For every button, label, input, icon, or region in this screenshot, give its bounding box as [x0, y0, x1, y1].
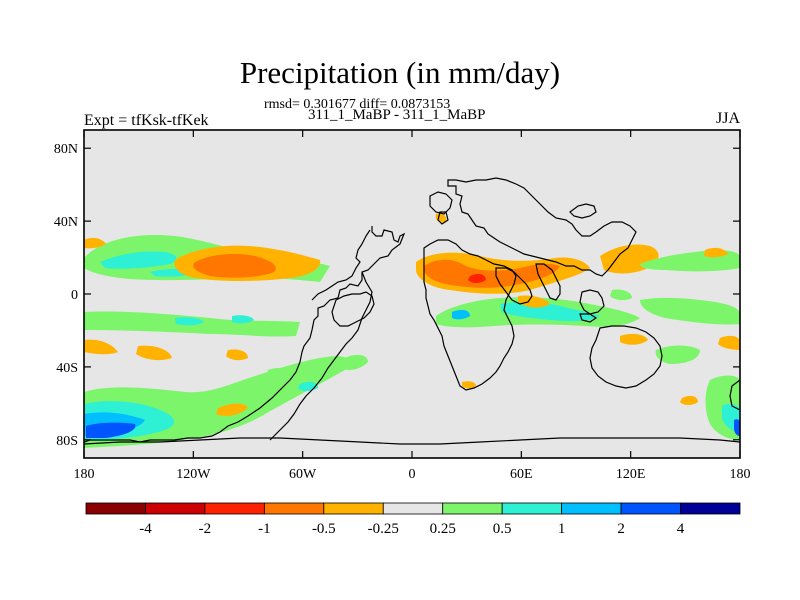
colorbar-swatch: [501, 502, 563, 515]
rmsd-diff-stats: rmsd= 0.301677 diff= 0.0873153: [264, 97, 451, 112]
arabia-outline: [495, 267, 533, 305]
colorbar-swatch: [145, 502, 206, 515]
x-tick-label: 0: [409, 467, 416, 482]
colorbar-swatch: [680, 502, 741, 515]
antarctica-outline: [84, 437, 740, 445]
contour-cyan: [100, 251, 177, 269]
europe-asia-outline: [447, 177, 637, 277]
contour-green: [266, 367, 294, 379]
australia-outline: [589, 325, 663, 389]
contour-cyan: [175, 317, 204, 326]
japan-outline: [569, 203, 597, 219]
chart-title: Precipitation (in mm/day): [239, 55, 561, 90]
colorbar-swatch: [620, 502, 681, 515]
contour-red: [468, 273, 486, 283]
x-tick-label: 120E: [616, 467, 646, 482]
y-tick-label: 80S: [56, 434, 78, 449]
greenland-outline: [429, 191, 453, 215]
colorbar-swatch: [323, 502, 384, 515]
contour-green: [640, 297, 740, 325]
colorbar-label: 0.5: [493, 521, 512, 537]
contour-orange: [462, 381, 476, 389]
x-tick-label: 60W: [289, 467, 317, 482]
contour-orange: [680, 395, 698, 405]
colorbar-label: 4: [677, 521, 685, 537]
colorbar-label: -4: [139, 521, 152, 537]
maritime-continent-outline: [579, 289, 605, 315]
contour-orange: [518, 295, 550, 308]
contour-dark-orange: [193, 254, 276, 278]
colorbar-label: 0.25: [430, 521, 456, 537]
colorbar-label: -1: [258, 521, 271, 537]
americas-outline: [84, 226, 406, 443]
y-tick-label: 40N: [54, 215, 78, 230]
contour-cyan: [500, 301, 600, 322]
contour-green: [655, 345, 700, 364]
x-tick-label: 60E: [510, 467, 533, 482]
contour-orange: [216, 403, 248, 416]
contour-orange: [620, 333, 648, 345]
pacific-island-outline: [729, 379, 740, 411]
y-tick-label: 40S: [56, 361, 78, 376]
contour-orange: [226, 349, 248, 361]
colorbar-swatch: [204, 502, 265, 515]
contour-blue: [734, 419, 740, 436]
precipitation-field: [84, 213, 740, 448]
contour-green: [340, 354, 368, 370]
colorbar-swatch: [561, 502, 622, 515]
colorbar-swatch: [382, 502, 444, 515]
colorbar-label: -0.5: [312, 521, 336, 537]
contour-orange: [136, 345, 172, 361]
contour-orange: [84, 339, 118, 355]
colorbar: -4 -2 -1 -0.5 -0.25 0.25 0.5 1 2 4: [85, 502, 741, 537]
indonesia-outline: [579, 313, 598, 323]
experiment-label: Expt = tfKsk-tfKek: [84, 112, 209, 129]
colorbar-swatch: [263, 502, 325, 515]
colorbar-label: -2: [199, 521, 212, 537]
colorbar-label: 2: [617, 521, 625, 537]
colorbar-label: 1: [558, 521, 566, 537]
contour-blue: [452, 309, 470, 320]
contour-orange: [704, 247, 728, 258]
axes: 180 120W 60W 0 60E 120E 180 80N 40N 0 40S 80S: [54, 130, 751, 482]
contour-orange: [718, 335, 740, 350]
india-outline: [535, 263, 561, 301]
colorbar-swatch: [85, 502, 146, 515]
x-tick-label: 180: [730, 467, 751, 482]
x-tick-label: 120W: [176, 467, 211, 482]
africa-outline: [423, 239, 517, 391]
case-label: 311_1_MaBP - 311_1_MaBP: [308, 107, 486, 123]
contour-dark-orange: [423, 259, 560, 288]
contour-orange: [84, 237, 106, 249]
x-tick-label: 180: [74, 467, 95, 482]
contour-deep-blue: [86, 422, 136, 438]
contour-green: [610, 289, 632, 301]
uk-outline: [437, 211, 449, 225]
y-tick-label: 80N: [54, 142, 78, 157]
colorbar-label: -0.25: [368, 521, 399, 537]
coastlines: [84, 177, 740, 445]
season-label: JJA: [715, 110, 740, 127]
north-america-outline: [311, 229, 371, 301]
south-america-east-outline: [269, 271, 373, 441]
colorbar-swatch: [442, 502, 503, 515]
y-tick-label: 0: [71, 288, 78, 303]
contour-cyan: [232, 315, 254, 324]
central-america-outline: [331, 291, 375, 327]
